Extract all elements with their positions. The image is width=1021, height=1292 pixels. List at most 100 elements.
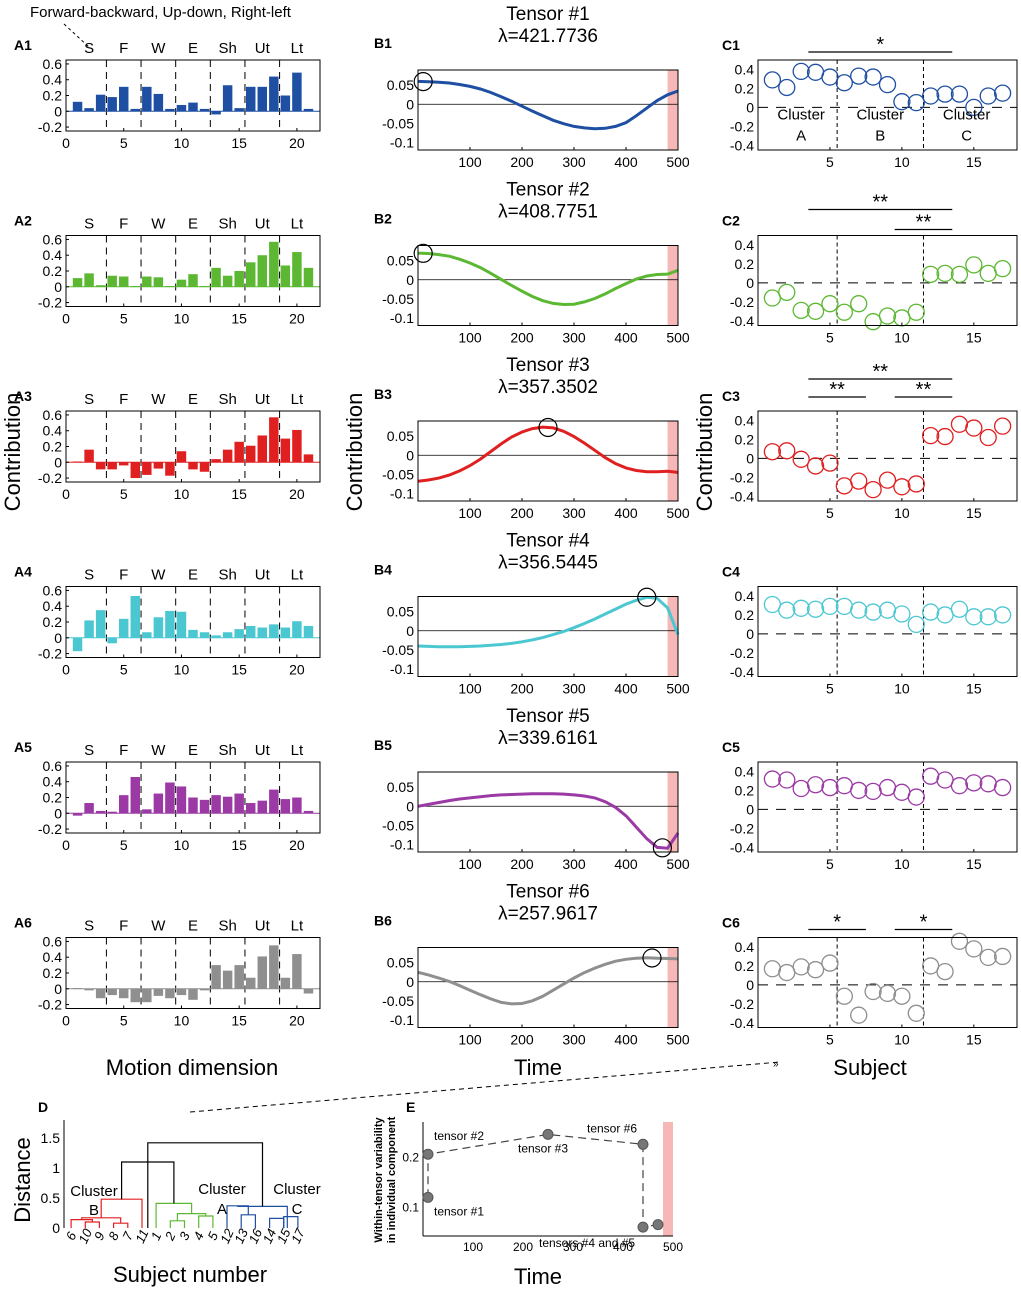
bar xyxy=(153,988,164,996)
subject-point xyxy=(878,307,897,325)
cluster-name: Cluster xyxy=(70,1183,118,1200)
y-tick-label: 0.1 xyxy=(402,1200,419,1214)
subject-point xyxy=(993,606,1012,624)
plot-frame xyxy=(757,59,1018,151)
x-tick-label: 5 xyxy=(120,311,128,327)
bar xyxy=(280,438,291,463)
subject-point xyxy=(864,313,882,331)
tensor-lambda: λ=257.9617 xyxy=(498,904,598,925)
subject-point xyxy=(778,771,796,789)
subject-point xyxy=(907,1004,925,1022)
cluster-name: Cluster xyxy=(198,1181,246,1198)
y-tick-label: 0.4 xyxy=(735,588,755,604)
x-tick-label: 20 xyxy=(289,1013,305,1029)
variability-point xyxy=(637,1221,649,1233)
y-tick-label: 0 xyxy=(54,805,62,821)
bar xyxy=(234,108,244,112)
motion-group-label: W xyxy=(151,216,166,233)
bar xyxy=(176,611,187,638)
dendrogram-link xyxy=(176,1213,207,1221)
x-tick-label: 20 xyxy=(289,486,305,502)
x-tick-label: 300 xyxy=(562,856,586,872)
motion-group-label: Lt xyxy=(291,567,304,584)
bar xyxy=(165,782,175,814)
x-tick-label: 500 xyxy=(663,1240,683,1254)
subject-point xyxy=(821,454,839,472)
bar xyxy=(142,462,152,475)
motion-group-label: E xyxy=(188,567,198,584)
bar xyxy=(199,988,210,991)
bar xyxy=(72,813,83,816)
d-ylabel: Distance xyxy=(10,1137,35,1223)
x-tick-label: 400 xyxy=(613,1240,633,1254)
x-tick-label: 5 xyxy=(120,1013,128,1029)
bar xyxy=(222,632,233,638)
a-xlabel: Motion dimension xyxy=(106,1055,278,1080)
plot-frame xyxy=(417,947,679,1028)
y-tick-label: -0.2 xyxy=(730,294,754,310)
tensor-title: Tensor #4 xyxy=(506,531,590,552)
y-tick-label: 0 xyxy=(54,103,62,119)
y-tick-label: -0.2 xyxy=(38,997,62,1013)
tensor-lambda: λ=408.7751 xyxy=(498,202,598,223)
bar xyxy=(95,610,106,638)
x-tick-label: 5 xyxy=(120,662,128,678)
x-tick-label: 10 xyxy=(894,681,910,697)
panel-label-c: C6 xyxy=(722,915,740,931)
leaf-label: 16 xyxy=(245,1226,265,1246)
y-tick-label: 0.2 xyxy=(43,965,63,981)
tensor-title: Tensor #5 xyxy=(506,706,589,727)
a-ylabel: Contribution xyxy=(0,393,25,512)
subject-point xyxy=(993,84,1012,102)
subject-point xyxy=(835,303,853,321)
dendrogram-leader-line xyxy=(189,1061,781,1113)
motion-group-label: W xyxy=(151,391,166,408)
bar xyxy=(118,795,129,814)
motion-group-label: Sh xyxy=(218,391,236,408)
tensor-lambda: λ=357.3502 xyxy=(498,377,598,398)
y-tick-label: 0 xyxy=(406,272,414,288)
bar xyxy=(153,462,164,469)
x-tick-label: 15 xyxy=(966,330,982,346)
x-tick-label: 10 xyxy=(894,154,910,170)
bar xyxy=(84,273,94,287)
bar xyxy=(95,988,106,999)
y-tick-label: -0.05 xyxy=(382,993,414,1009)
subject-point xyxy=(950,600,969,618)
response-window-highlight xyxy=(667,772,678,852)
bar xyxy=(84,449,94,463)
x-tick-label: 5 xyxy=(120,135,128,151)
tensor-lambda: λ=339.6161 xyxy=(498,728,598,749)
y-tick-label: 0.4 xyxy=(43,423,63,439)
motion-group-label: E xyxy=(188,742,198,759)
point-label: tensor #3 xyxy=(518,1141,568,1155)
subject-point xyxy=(821,597,839,616)
y-tick-label: 0.2 xyxy=(735,256,755,272)
motion-group-label: E xyxy=(188,918,198,935)
x-tick-label: 5 xyxy=(826,330,834,346)
y-tick-label: 0.05 xyxy=(387,955,414,971)
plot-frame xyxy=(757,235,1018,326)
bar xyxy=(84,108,94,112)
leaf-label: 11 xyxy=(132,1227,151,1246)
y-tick-label: -0.1 xyxy=(390,134,414,150)
x-tick-label: 15 xyxy=(231,486,247,502)
bar xyxy=(95,285,106,287)
subject-point xyxy=(821,954,839,972)
bar xyxy=(130,988,141,1003)
y-tick-label: 0 xyxy=(746,626,754,642)
bar xyxy=(188,629,198,638)
y-tick-label: 0.6 xyxy=(43,758,63,774)
peak-marker xyxy=(538,417,558,438)
bar xyxy=(257,800,268,814)
subject-point xyxy=(763,770,782,788)
y-tick-label: -0.1 xyxy=(390,661,414,677)
leaf-label: 10 xyxy=(75,1226,95,1246)
y-tick-label: 1.5 xyxy=(41,1130,61,1146)
time-course-line xyxy=(417,956,679,1006)
subject-point xyxy=(979,775,997,793)
bar xyxy=(84,803,94,814)
response-window-highlight xyxy=(667,947,678,1028)
y-tick-label: -0.2 xyxy=(38,295,62,311)
y-tick-label: -0.4 xyxy=(730,488,754,504)
